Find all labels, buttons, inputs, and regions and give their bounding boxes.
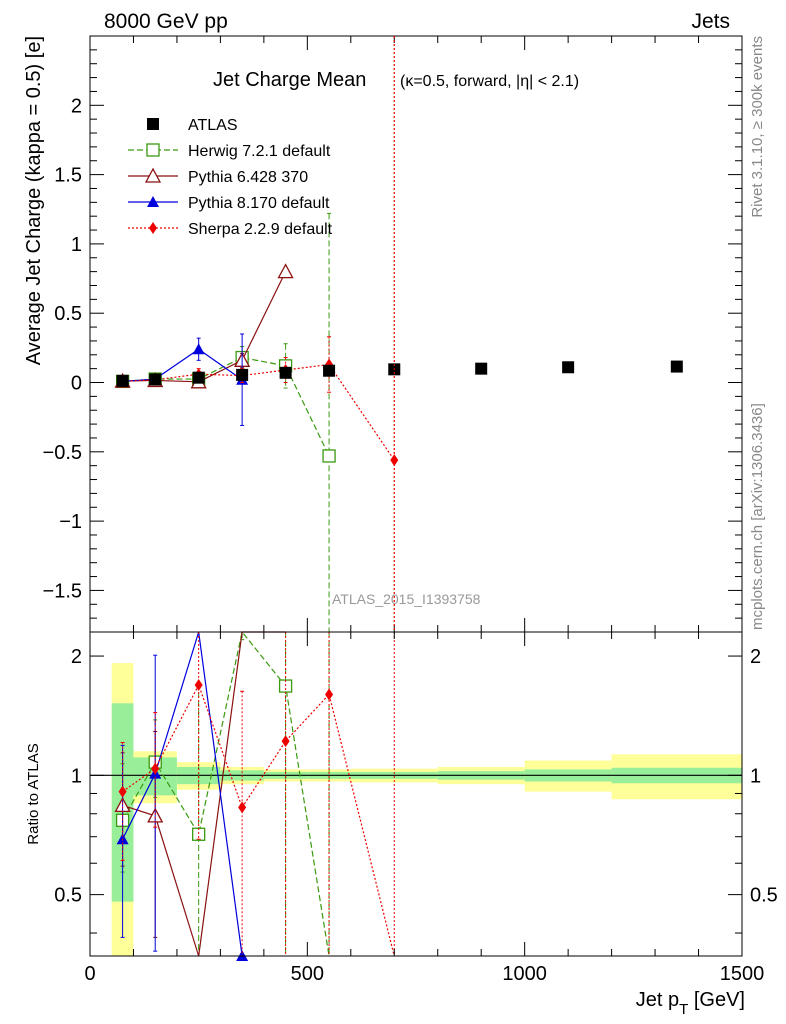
xtick-label: 1500 xyxy=(720,963,765,985)
xtick-label: 0 xyxy=(84,963,95,985)
main-y-ticks: 2 1.5 1 0.5 0 −0.5 −1 −1.5 xyxy=(43,35,743,633)
main-series-sherpa xyxy=(118,36,399,632)
atlas-marker xyxy=(149,373,162,386)
main-ytick-label: 1.5 xyxy=(54,165,82,187)
atlas-marker xyxy=(323,364,336,377)
sherpa-marker xyxy=(118,785,127,798)
ratio-ytick-label-left: 1 xyxy=(71,765,82,787)
legend: ATLAS Herwig 7.2.1 default Pythia 6.428 37… xyxy=(128,117,333,238)
pythia6-marker xyxy=(277,263,294,279)
main-ytick-label: −0.5 xyxy=(43,442,82,464)
series-line-sherpa xyxy=(122,363,395,461)
main-panel: Jet Charge Mean (κ=0.5, forward, |η| < 2… xyxy=(23,35,743,633)
herwig-marker xyxy=(146,143,160,157)
legend-item-pythia6: Pythia 6.428 370 xyxy=(128,167,308,186)
main-ytick-label: 1 xyxy=(71,234,82,256)
ratio-line-sherpa xyxy=(122,683,395,957)
atlas-marker xyxy=(475,362,488,375)
main-ytick-label: 0 xyxy=(71,373,82,395)
legend-item-atlas: ATLAS xyxy=(147,117,238,134)
atlas-marker xyxy=(236,368,249,381)
legend-label: Pythia 8.170 default xyxy=(188,195,330,212)
sherpa-marker xyxy=(194,679,203,692)
herwig-marker xyxy=(192,827,206,841)
atlas-marker xyxy=(562,361,575,374)
main-series xyxy=(114,36,683,632)
main-ytick-label: 2 xyxy=(71,95,82,117)
analysis-id-text: ATLAS_2015_I1393758 xyxy=(332,591,481,607)
main-ytick-label: 0.5 xyxy=(54,303,82,325)
herwig-marker xyxy=(322,449,336,463)
main-ytick-label: −1 xyxy=(59,511,82,533)
legend-label: Herwig 7.2.1 default xyxy=(188,143,331,160)
series-line-herwig xyxy=(122,356,330,457)
header-right: Jets xyxy=(691,10,730,33)
ratio-ytick-label-right: 1 xyxy=(750,765,761,787)
sherpa-marker xyxy=(151,762,160,775)
legend-item-sherpa: Sherpa 2.2.9 default xyxy=(128,221,333,238)
x-axis-ticks: 0 500 1000 1500 xyxy=(84,632,764,985)
sherpa-marker xyxy=(325,688,334,701)
main-ylabel: Average Jet Charge (kappa = 0.5) [e] xyxy=(23,36,45,365)
main-title: Jet Charge Mean xyxy=(213,69,366,91)
ratio-line-pythia8 xyxy=(122,631,243,957)
main-series-pythia6 xyxy=(114,263,294,389)
legend-label: Pythia 6.428 370 xyxy=(188,169,308,186)
header-left: 8000 GeV pp xyxy=(104,10,228,33)
pythia6-marker xyxy=(144,167,162,183)
x-axis-label-main: Jet p xyxy=(636,989,679,1011)
main-series-herwig xyxy=(115,212,336,632)
atlas-marker xyxy=(116,374,129,387)
sherpa-marker xyxy=(238,801,247,814)
xtick-label: 500 xyxy=(291,963,324,985)
x-axis-label: Jet pT [GeV] xyxy=(636,989,745,1018)
sherpa-marker xyxy=(281,735,290,748)
main-series-atlas xyxy=(116,360,683,387)
legend-label: Sherpa 2.2.9 default xyxy=(188,221,333,238)
legend-item-herwig: Herwig 7.2.1 default xyxy=(128,143,331,160)
x-axis-label-unit: [GeV] xyxy=(688,989,745,1011)
x-axis-label-sub: T xyxy=(679,1001,688,1018)
atlas-marker xyxy=(279,366,292,379)
ratio-ytick-label-right: 2 xyxy=(750,646,761,668)
ratio-ytick-label-left: 0.5 xyxy=(54,885,82,907)
main-title-qualifier: (κ=0.5, forward, |η| < 2.1) xyxy=(400,73,579,90)
ratio-ytick-label-right: 0.5 xyxy=(750,885,778,907)
ratio-series-pythia8 xyxy=(116,631,249,961)
rivet-version-text: Rivet 3.1.10, ≥ 300k events xyxy=(749,36,766,218)
ratio-ytick-label-left: 2 xyxy=(71,646,82,668)
ratio-frame xyxy=(89,631,743,957)
mcplots-text: mcplots.cern.ch [arXiv:1306.3436] xyxy=(749,403,766,630)
pythia8-marker xyxy=(192,343,205,355)
ratio-series-sherpa xyxy=(118,632,395,957)
atlas-marker xyxy=(147,118,159,130)
ratio-y-ticks: 2 2 1 1 0.5 0.5 xyxy=(54,646,778,934)
series-line-pythia8 xyxy=(122,348,243,383)
legend-item-pythia8: Pythia 8.170 default xyxy=(128,195,330,212)
main-series-pythia8 xyxy=(116,333,249,426)
sherpa-marker xyxy=(149,222,157,234)
main-ytick-label: −1.5 xyxy=(43,580,82,602)
series-line-pythia6 xyxy=(122,271,287,383)
legend-label: ATLAS xyxy=(188,117,238,134)
xtick-label: 1000 xyxy=(502,963,547,985)
atlas-marker xyxy=(192,371,205,384)
ratio-ylabel: Ratio to ATLAS xyxy=(25,743,42,844)
ratio-bands xyxy=(90,663,742,956)
ratio-panel: 2 2 1 1 0.5 0.5 Ratio to ATLAS 0 500 1000 1500 J… xyxy=(25,36,778,1018)
pythia8-marker xyxy=(147,196,159,207)
atlas-marker xyxy=(670,360,683,373)
